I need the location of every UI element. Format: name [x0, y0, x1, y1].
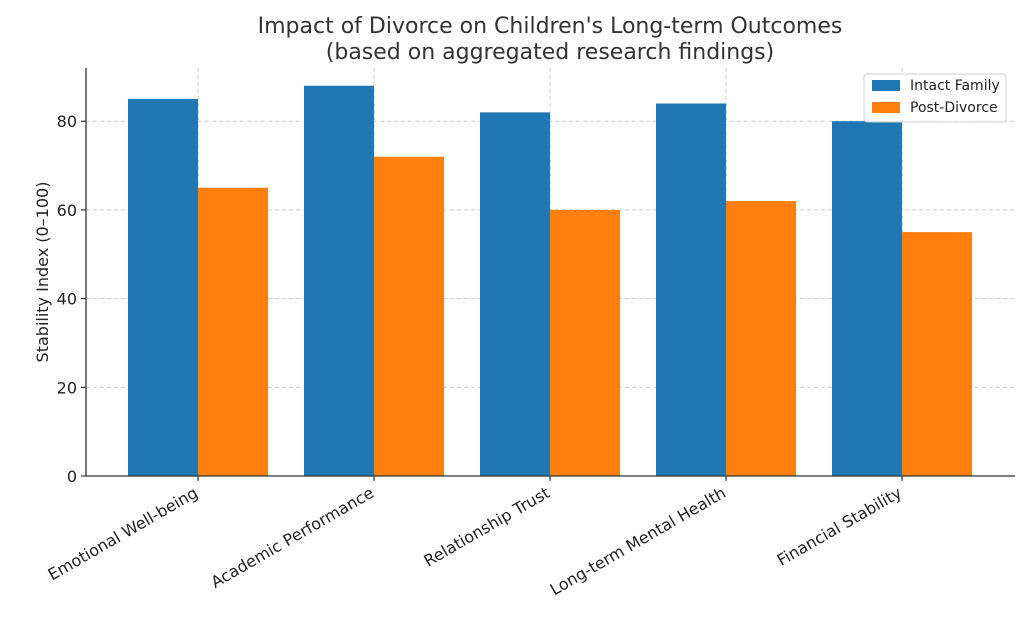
y-tick-label: 60 — [57, 201, 77, 220]
legend-label-post-divorce: Post-Divorce — [910, 100, 998, 116]
bar-intact-family-long-term-mental-health — [656, 103, 726, 476]
legend-swatch-post-divorce — [872, 102, 900, 113]
y-axis-label: Stability Index (0–100) — [33, 182, 52, 363]
bar-post-divorce-relationship-trust — [550, 209, 620, 477]
legend: Intact Family Post-Divorce — [863, 73, 1007, 123]
bars — [128, 85, 972, 477]
x-tick-label-financial-stability: Financial Stability — [774, 483, 905, 570]
bar-post-divorce-financial-stability — [902, 232, 972, 476]
x-tick-label-emotional-well-being: Emotional Well-being — [45, 483, 201, 584]
bar-post-divorce-emotional-well-being — [198, 187, 268, 476]
bar-intact-family-academic-performance — [304, 85, 374, 476]
x-tick-label-academic-performance: Academic Performance — [208, 483, 377, 592]
legend-swatch-intact-family — [872, 80, 900, 91]
y-tick-label: 20 — [57, 378, 77, 397]
x-tick-label-relationship-trust: Relationship Trust — [420, 483, 553, 570]
y-tick-label: 80 — [57, 112, 77, 131]
chart-title-line-1: Impact of Divorce on Children's Long-ter… — [258, 14, 843, 39]
y-tick-label: 40 — [57, 290, 77, 309]
bar-intact-family-relationship-trust — [480, 112, 550, 476]
y-tick-label: 0 — [67, 467, 77, 486]
y-ticks: 0 20 40 60 80 — [57, 112, 86, 486]
bar-post-divorce-long-term-mental-health — [726, 201, 796, 477]
bar-intact-family-emotional-well-being — [128, 99, 198, 476]
bar-post-divorce-academic-performance — [374, 156, 444, 476]
x-tick-label-long-term-mental-health: Long-term Mental Health — [547, 483, 729, 599]
x-ticks: Emotional Well-being Academic Performance… — [45, 476, 905, 599]
bar-intact-family-financial-stability — [832, 121, 902, 476]
chart-title-line-2: (based on aggregated research findings) — [326, 40, 774, 65]
legend-label-intact-family: Intact Family — [910, 78, 1000, 94]
